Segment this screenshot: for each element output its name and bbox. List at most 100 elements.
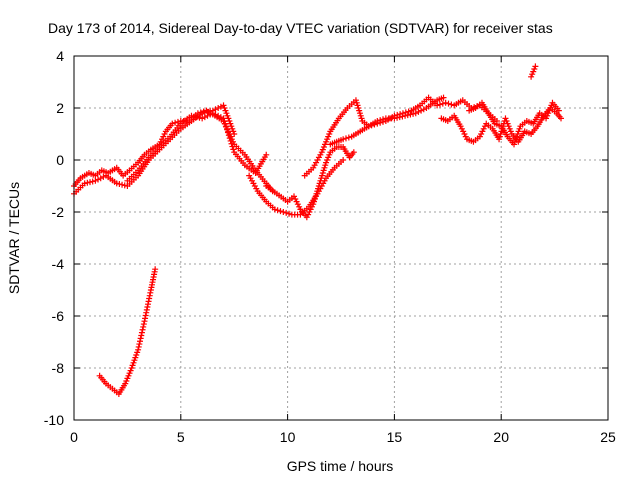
- data-point: [394, 114, 401, 121]
- data-point: [138, 332, 145, 339]
- data-point: [199, 115, 206, 122]
- data-point: [140, 321, 147, 328]
- data-point: [152, 266, 159, 273]
- data-point: [445, 100, 452, 107]
- data-point: [81, 180, 88, 187]
- y-tick-label: -2: [52, 204, 65, 220]
- data-point: [377, 117, 384, 124]
- data-point: [263, 151, 270, 158]
- chart-title: Day 173 of 2014, Sidereal Day-to-day VTE…: [48, 20, 553, 36]
- y-tick-label: 2: [56, 100, 64, 116]
- data-point: [439, 100, 446, 107]
- data-point: [215, 105, 222, 111]
- data-point: [224, 126, 231, 133]
- series-track-9: [466, 99, 562, 148]
- data-point: [217, 114, 224, 121]
- data-point: [224, 129, 231, 136]
- data-point: [188, 112, 195, 119]
- data-point: [137, 335, 144, 342]
- data-point: [136, 341, 143, 348]
- data-point: [352, 97, 359, 104]
- data-point: [89, 178, 96, 185]
- y-axis-label: SDTVAR / TECUs: [6, 182, 22, 294]
- data-point: [135, 343, 142, 350]
- data-point: [193, 114, 200, 121]
- data-point: [374, 118, 381, 124]
- x-tick-label: 25: [600, 429, 616, 445]
- data-point: [223, 123, 230, 130]
- y-tick-label: 4: [56, 48, 64, 64]
- data-point: [172, 119, 179, 126]
- series-track-2: [71, 102, 238, 197]
- data-point: [356, 110, 363, 117]
- data-point: [113, 180, 120, 187]
- x-tick-label: 10: [280, 429, 296, 445]
- data-point: [391, 115, 398, 122]
- data-point: [138, 329, 145, 336]
- tick-layer: 0 5 10 15 20 25 -10 -8 -6 -4 -2 0 2 4: [44, 48, 616, 445]
- data-point: [84, 179, 91, 186]
- data-point: [404, 112, 411, 119]
- data-point: [274, 207, 281, 214]
- data-point: [139, 326, 146, 333]
- y-tick-label: -4: [52, 256, 65, 272]
- data-point: [532, 63, 539, 70]
- data-point: [410, 110, 417, 117]
- data-point: [396, 114, 403, 121]
- data-point: [140, 323, 147, 330]
- data-point: [231, 131, 238, 137]
- data-point: [209, 110, 216, 117]
- data-point: [271, 206, 278, 213]
- x-tick-label: 15: [387, 429, 403, 445]
- series-track-11: [96, 266, 159, 397]
- data-point: [480, 125, 487, 132]
- data-point: [215, 112, 222, 119]
- plot-frame: [73, 55, 609, 421]
- data-point: [201, 114, 208, 121]
- data-point: [212, 106, 219, 113]
- data-point: [226, 135, 233, 142]
- x-tick-label: 20: [493, 429, 509, 445]
- data-point: [402, 112, 409, 119]
- data-point: [340, 157, 347, 163]
- data-point: [227, 137, 234, 144]
- data-point: [342, 135, 349, 142]
- x-axis-label: GPS time / hours: [287, 458, 394, 474]
- data-point: [286, 210, 293, 217]
- series-track-7: [327, 94, 447, 148]
- data-point: [283, 209, 290, 216]
- data-point: [223, 110, 230, 117]
- data-point: [340, 136, 347, 143]
- x-tick-label: 5: [177, 429, 185, 445]
- data-point: [345, 134, 352, 141]
- data-point: [199, 110, 206, 117]
- data-point: [222, 121, 229, 128]
- data-point: [440, 94, 447, 101]
- y-tick-label: -6: [52, 308, 65, 324]
- data-point: [420, 106, 427, 113]
- series-track-5: [263, 144, 357, 221]
- series-track-10: [528, 63, 539, 80]
- data-point: [196, 114, 203, 121]
- data-point: [277, 208, 284, 215]
- data-point: [555, 107, 562, 114]
- data-point: [229, 143, 236, 150]
- data-point: [217, 103, 224, 110]
- y-tick-label: -8: [52, 360, 65, 376]
- data-point: [442, 99, 449, 106]
- data-point: [220, 115, 227, 122]
- data-point: [544, 112, 551, 119]
- data-point: [516, 125, 523, 132]
- data-point: [207, 111, 214, 118]
- data-point: [350, 149, 357, 156]
- x-tick-label: 0: [70, 429, 78, 445]
- data-point: [137, 338, 144, 345]
- data-point: [204, 112, 211, 119]
- data-point: [405, 108, 412, 115]
- data-point: [221, 118, 228, 125]
- data-point: [97, 175, 104, 182]
- data-point: [95, 176, 102, 183]
